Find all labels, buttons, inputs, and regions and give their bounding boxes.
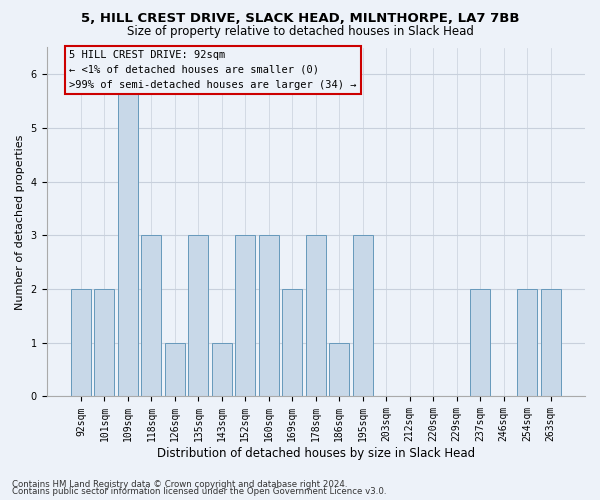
Text: 5 HILL CREST DRIVE: 92sqm
← <1% of detached houses are smaller (0)
>99% of semi-: 5 HILL CREST DRIVE: 92sqm ← <1% of detac… xyxy=(69,50,357,90)
Text: 5, HILL CREST DRIVE, SLACK HEAD, MILNTHORPE, LA7 7BB: 5, HILL CREST DRIVE, SLACK HEAD, MILNTHO… xyxy=(81,12,519,26)
Text: Contains public sector information licensed under the Open Government Licence v3: Contains public sector information licen… xyxy=(12,488,386,496)
Y-axis label: Number of detached properties: Number of detached properties xyxy=(15,134,25,310)
Bar xyxy=(353,236,373,396)
Bar xyxy=(118,74,138,396)
Bar xyxy=(517,289,537,397)
Bar xyxy=(259,236,279,396)
Bar xyxy=(329,343,349,396)
Bar xyxy=(306,236,326,396)
X-axis label: Distribution of detached houses by size in Slack Head: Distribution of detached houses by size … xyxy=(157,447,475,460)
Bar xyxy=(541,289,560,397)
Bar xyxy=(188,236,208,396)
Bar xyxy=(235,236,256,396)
Text: Size of property relative to detached houses in Slack Head: Size of property relative to detached ho… xyxy=(127,25,473,38)
Bar xyxy=(94,289,115,397)
Bar xyxy=(283,289,302,397)
Bar xyxy=(142,236,161,396)
Bar xyxy=(165,343,185,396)
Bar xyxy=(212,343,232,396)
Bar xyxy=(470,289,490,397)
Text: Contains HM Land Registry data © Crown copyright and database right 2024.: Contains HM Land Registry data © Crown c… xyxy=(12,480,347,489)
Bar xyxy=(71,289,91,397)
